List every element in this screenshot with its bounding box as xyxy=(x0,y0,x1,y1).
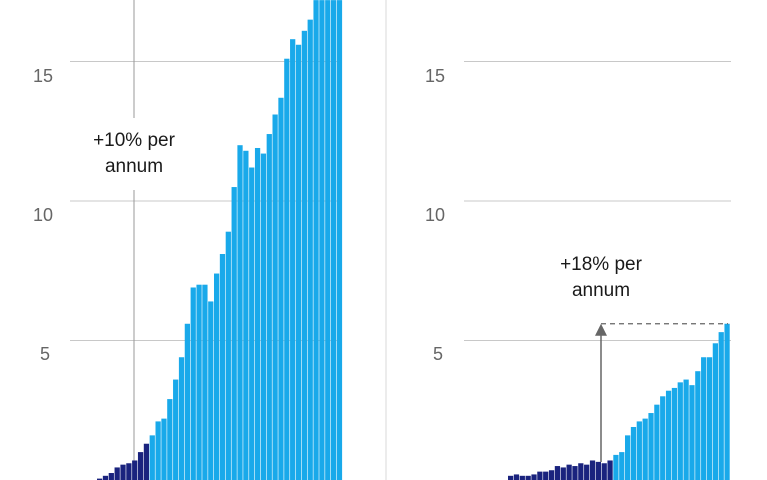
right-bar-15 xyxy=(589,460,596,480)
right-bars xyxy=(508,323,730,480)
right-bar-17 xyxy=(601,463,607,480)
left-bar-41 xyxy=(331,0,337,480)
right-bar-26 xyxy=(654,404,660,480)
left-bar-40 xyxy=(325,0,331,480)
left-bar-14 xyxy=(173,379,179,480)
left-bar-30 xyxy=(266,134,272,480)
left-bar-37 xyxy=(307,19,313,480)
right-bar-35 xyxy=(706,357,713,480)
left-annotation-line2: annum xyxy=(105,156,163,177)
right-bar-18 xyxy=(607,460,613,480)
right-bar-32 xyxy=(689,385,695,480)
left-y-tick-5: 5 xyxy=(40,344,50,364)
right-bar-1 xyxy=(508,475,514,480)
left-bar-20 xyxy=(208,301,214,480)
right-bar-30 xyxy=(677,382,683,480)
left-y-tick-15: 15 xyxy=(33,66,53,86)
left-bar-21 xyxy=(214,273,220,480)
left-bar-1 xyxy=(97,478,103,480)
left-bar-22 xyxy=(219,254,226,480)
left-bar-4 xyxy=(114,467,120,480)
right-bar-20 xyxy=(619,452,625,480)
right-bar-13 xyxy=(578,463,584,480)
left-bar-10 xyxy=(149,435,155,480)
right-y-tick-10: 10 xyxy=(425,205,445,225)
left-bar-32 xyxy=(278,97,284,480)
right-chart-panel: 15 10 5 +18% per annum xyxy=(425,61,731,480)
left-bar-33 xyxy=(284,58,290,480)
left-bar-2 xyxy=(102,475,109,480)
left-bar-25 xyxy=(237,145,243,480)
left-bar-24 xyxy=(231,187,237,480)
right-annotation-line1: +18% per xyxy=(560,254,643,275)
right-bar-23 xyxy=(636,421,642,480)
right-bar-10 xyxy=(560,467,566,480)
left-bar-5 xyxy=(120,464,126,480)
left-bar-29 xyxy=(260,153,267,480)
right-bar-25 xyxy=(648,413,654,480)
left-bar-34 xyxy=(290,39,296,480)
left-bar-39 xyxy=(319,0,325,480)
left-bar-26 xyxy=(243,150,249,480)
right-bar-19 xyxy=(613,454,619,480)
left-bar-35 xyxy=(295,44,302,480)
right-bar-14 xyxy=(584,464,590,480)
right-bar-22 xyxy=(630,426,637,480)
right-bar-2 xyxy=(513,474,520,480)
right-bar-7 xyxy=(543,471,549,480)
left-bar-8 xyxy=(137,452,144,480)
right-bar-33 xyxy=(695,371,701,480)
left-bar-9 xyxy=(143,443,150,480)
left-chart-panel: 15 10 5 +10% per annum xyxy=(33,0,343,480)
left-bar-15 xyxy=(178,357,185,480)
right-y-tick-15: 15 xyxy=(425,66,445,86)
right-bar-21 xyxy=(625,435,631,480)
left-bar-13 xyxy=(167,399,173,480)
right-gridlines xyxy=(464,61,731,341)
left-bar-3 xyxy=(108,473,114,480)
left-bar-12 xyxy=(161,418,167,480)
left-bar-11 xyxy=(155,421,161,480)
right-bar-34 xyxy=(701,357,707,480)
left-bar-28 xyxy=(254,147,261,480)
right-bar-4 xyxy=(525,475,531,480)
right-growth-arrow xyxy=(595,323,728,462)
right-bar-11 xyxy=(566,464,572,480)
left-bar-27 xyxy=(249,167,255,480)
right-bar-6 xyxy=(537,471,543,480)
right-bar-27 xyxy=(660,396,666,480)
left-bars xyxy=(97,0,343,480)
left-bar-36 xyxy=(301,30,307,480)
right-bar-16 xyxy=(595,461,601,480)
right-bar-24 xyxy=(642,418,648,480)
right-bar-37 xyxy=(718,332,724,480)
left-y-tick-10: 10 xyxy=(33,205,53,225)
left-bar-18 xyxy=(196,284,202,480)
left-bar-31 xyxy=(272,114,278,480)
left-bar-17 xyxy=(190,287,196,480)
left-bar-7 xyxy=(132,460,138,480)
right-bar-8 xyxy=(548,470,555,480)
left-bar-38 xyxy=(313,0,319,480)
right-bar-9 xyxy=(554,466,561,480)
left-bar-16 xyxy=(184,323,190,480)
right-y-tick-5: 5 xyxy=(433,344,443,364)
right-bar-5 xyxy=(531,474,537,480)
right-bar-12 xyxy=(572,466,578,480)
right-bar-28 xyxy=(665,390,672,480)
right-bar-3 xyxy=(519,475,525,480)
left-bar-42 xyxy=(336,0,343,480)
left-bar-6 xyxy=(126,463,132,480)
left-annotation-line1: +10% per xyxy=(93,130,176,151)
arrow-head xyxy=(595,323,607,336)
right-annotation-line2: annum xyxy=(572,280,630,301)
right-bar-29 xyxy=(671,387,678,480)
left-bar-19 xyxy=(202,284,208,480)
right-bar-31 xyxy=(683,379,689,480)
right-bar-36 xyxy=(712,343,718,480)
right-bar-38 xyxy=(724,323,730,480)
left-bar-23 xyxy=(225,231,231,480)
